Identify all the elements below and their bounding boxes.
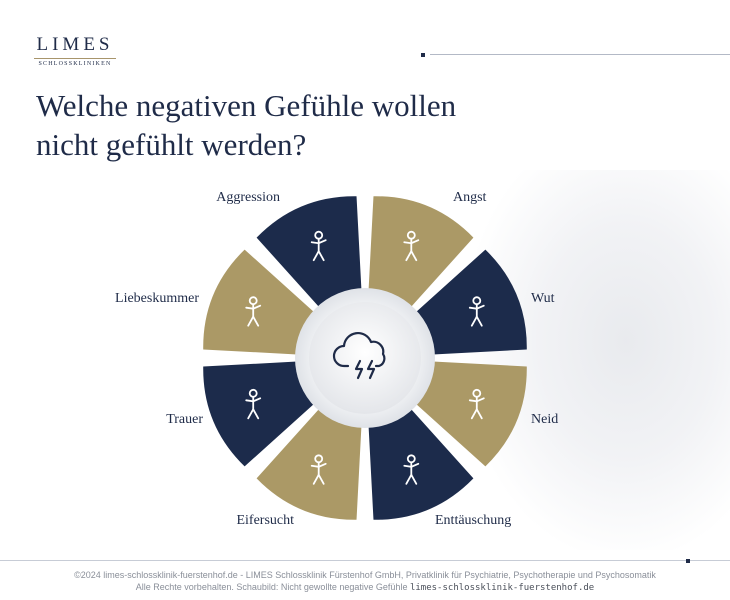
wheel-segment-angst: [368, 196, 474, 308]
wheel-segment-aggression: [256, 196, 362, 308]
wheel-segment-eifersucht: [256, 408, 362, 520]
footer-rights: Alle Rechte vorbehalten. Schaubild: Nich…: [0, 581, 730, 594]
fearful-figure-icon: [403, 230, 420, 262]
heartbreak-figure-icon: [245, 296, 262, 327]
sad-figure-icon: [245, 388, 262, 420]
footer-rights-text: Alle Rechte vorbehalten. Schaubild: Nich…: [135, 582, 408, 592]
disappointed-figure-icon: [403, 454, 420, 485]
footer: ©2024 limes-schlossklinik-fuerstenhof.de…: [0, 569, 730, 594]
envious-figure-icon: [468, 388, 485, 420]
label-wut: Wut: [531, 291, 555, 306]
footer-divider: [0, 560, 730, 561]
label-liebeskummer: Liebeskummer: [115, 291, 199, 306]
title-line-1: Welche negativen Gefühle wollen: [36, 88, 457, 123]
label-angst: Angst: [453, 190, 487, 205]
label-enttäuschung: Enttäuschung: [435, 513, 512, 528]
label-neid: Neid: [531, 412, 559, 427]
aggressive-figure-icon: [310, 230, 327, 262]
jealous-figure-icon: [310, 454, 327, 485]
storm-cloud-icon: [332, 332, 386, 380]
logo-wordmark: LIMES: [36, 34, 114, 55]
footer-copyright: ©2024 limes-schlossklinik-fuerstenhof.de…: [74, 570, 656, 580]
angry-figure-icon: [468, 296, 485, 327]
footer-url: limes-schlossklinik-fuerstenhof.de: [409, 583, 595, 593]
page-title: Welche negativen Gefühle wollen nicht ge…: [36, 86, 596, 164]
label-trauer: Trauer: [166, 412, 203, 427]
logo-subtitle: SCHLOSSKLINIKEN: [34, 58, 116, 67]
wheel-segment-wut: [415, 249, 527, 355]
footer-dot: [686, 559, 690, 563]
center-hub: [309, 302, 421, 414]
wheel-segment-trauer: [203, 361, 315, 467]
background-photo: [470, 170, 730, 550]
label-aggression: Aggression: [216, 190, 280, 205]
header-dot: [421, 53, 425, 57]
limes-logo: LIMES SCHLOSSKLINIKEN: [34, 34, 116, 67]
emotion-wheel: [203, 196, 527, 520]
wheel-segment-enttäuschung: [368, 408, 474, 520]
wheel-segment-neid: [415, 361, 527, 467]
header-divider: [430, 54, 730, 55]
title-line-2: nicht gefühlt werden?: [36, 127, 307, 162]
label-eifersucht: Eifersucht: [236, 513, 294, 528]
wheel-segment-liebeskummer: [203, 249, 315, 355]
